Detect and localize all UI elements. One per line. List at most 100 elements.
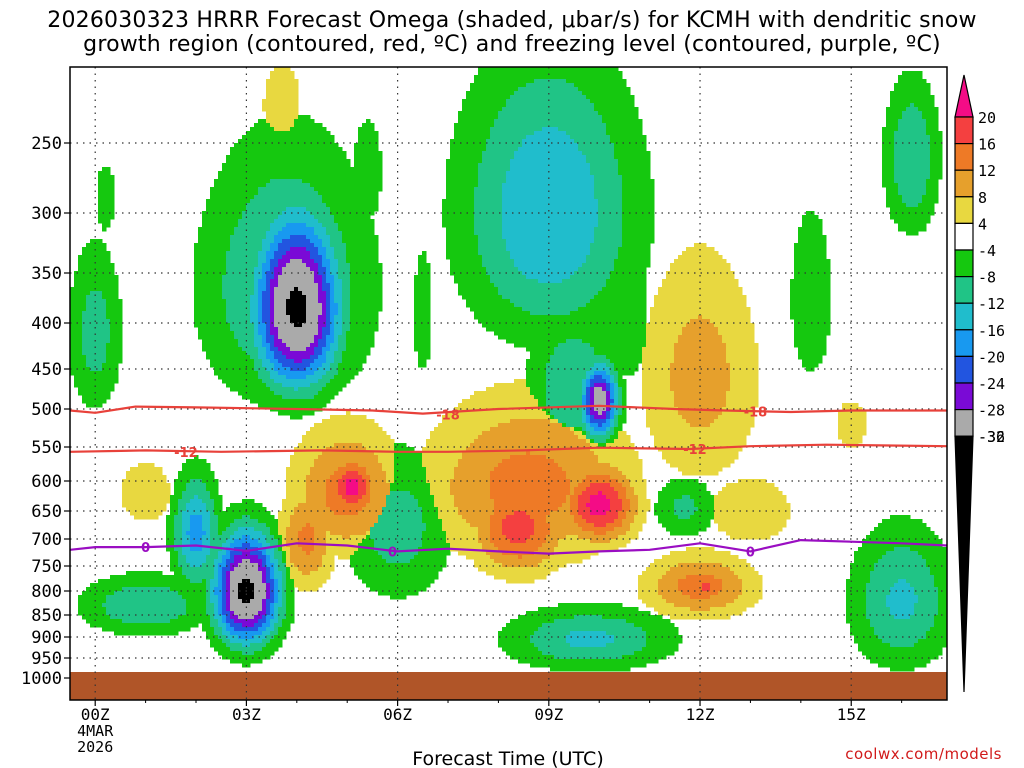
omega-cell xyxy=(282,399,287,416)
omega-cell xyxy=(326,235,331,260)
omega-cell xyxy=(258,187,263,252)
omega-cell xyxy=(114,575,119,592)
y-tick-label: 750 xyxy=(31,557,62,577)
omega-cell xyxy=(710,563,715,576)
omega-cell xyxy=(314,371,319,384)
omega-cell xyxy=(206,511,211,556)
colorbar-label: 8 xyxy=(978,189,987,207)
omega-cell xyxy=(238,347,243,396)
omega-cell xyxy=(326,207,331,236)
omega-cell xyxy=(110,575,115,596)
omega-cell xyxy=(290,379,295,388)
omega-cell xyxy=(570,619,575,632)
omega-cell xyxy=(158,467,163,516)
omega-cell xyxy=(410,447,415,496)
omega-cell xyxy=(226,527,231,540)
omega-cell xyxy=(498,463,503,552)
omega-cell xyxy=(378,463,383,516)
omega-cell xyxy=(278,215,283,232)
omega-cell xyxy=(354,415,359,444)
omega-cell xyxy=(606,475,611,484)
omega-cell xyxy=(286,239,291,252)
omega-cell xyxy=(482,431,487,552)
omega-cell xyxy=(550,419,555,424)
omega-cell xyxy=(582,647,587,660)
omega-cell xyxy=(390,491,395,564)
omega-cell xyxy=(282,499,287,552)
omega-cell xyxy=(902,579,907,620)
omega-cell xyxy=(942,547,947,648)
omega-cell xyxy=(630,655,635,668)
omega-cell xyxy=(214,479,219,516)
omega-cell xyxy=(582,423,587,432)
omega-cell xyxy=(606,431,611,440)
omega-cell xyxy=(490,559,495,576)
omega-cell xyxy=(678,479,683,500)
omega-cell xyxy=(78,255,83,396)
omega-cell xyxy=(598,115,603,292)
omega-cell xyxy=(462,399,467,452)
omega-cell xyxy=(514,619,519,660)
omega-cell xyxy=(626,435,631,480)
omega-cell xyxy=(506,383,511,424)
omega-cell xyxy=(514,455,519,512)
omega-cell xyxy=(310,227,315,244)
omega-cell xyxy=(586,163,591,256)
omega-cell xyxy=(602,443,607,448)
omega-cell xyxy=(422,531,427,592)
omega-cell xyxy=(554,347,559,420)
omega-cell xyxy=(602,483,607,496)
omega-cell xyxy=(598,483,603,492)
omega-cell xyxy=(274,559,279,580)
omega-cell xyxy=(322,267,327,292)
omega-cell xyxy=(242,603,247,620)
omega-cell xyxy=(926,527,931,568)
omega-cell xyxy=(266,627,271,636)
omega-cell xyxy=(338,363,343,392)
omega-cell xyxy=(222,643,227,660)
omega-cell xyxy=(230,543,235,552)
omega-cell xyxy=(330,447,335,476)
omega-cell xyxy=(506,251,511,300)
colorbar-label: -12 xyxy=(978,295,1005,313)
omega-cell xyxy=(278,339,283,352)
omega-cell xyxy=(578,427,583,432)
omega-cell xyxy=(910,207,915,236)
omega-cell xyxy=(710,575,715,596)
omega-cell xyxy=(150,571,155,588)
omega-cell xyxy=(354,495,359,504)
omega-cell xyxy=(566,135,571,280)
omega-cell xyxy=(314,283,319,336)
omega-cell xyxy=(678,563,683,580)
omega-cell xyxy=(402,563,407,600)
omega-cell xyxy=(438,519,443,572)
omega-cell xyxy=(346,495,351,504)
omega-cell xyxy=(538,455,543,548)
omega-cell xyxy=(850,403,855,448)
omega-cell xyxy=(290,359,295,372)
omega-cell xyxy=(502,239,507,300)
omega-cell xyxy=(262,291,267,324)
omega-cell xyxy=(430,431,435,496)
omega-cell xyxy=(530,567,535,584)
omega-cell xyxy=(322,419,327,452)
omega-cell xyxy=(250,323,255,360)
omega-cell xyxy=(318,255,323,276)
omega-cell xyxy=(926,631,931,664)
omega-cell xyxy=(126,471,131,512)
omega-cell xyxy=(570,515,575,536)
omega-cell xyxy=(482,551,487,572)
omega-cell xyxy=(282,267,287,344)
dgz-upper-label: -18 xyxy=(744,405,768,420)
omega-cell xyxy=(590,631,595,648)
omega-cell xyxy=(678,255,683,336)
omega-cell xyxy=(898,579,903,620)
omega-cell xyxy=(874,527,879,564)
omega-cell xyxy=(262,99,267,112)
omega-cell xyxy=(242,499,247,516)
omega-cell xyxy=(542,67,547,80)
omega-cell xyxy=(590,435,595,440)
omega-cell xyxy=(246,559,251,580)
omega-cell xyxy=(242,527,247,536)
omega-cell xyxy=(594,387,599,412)
